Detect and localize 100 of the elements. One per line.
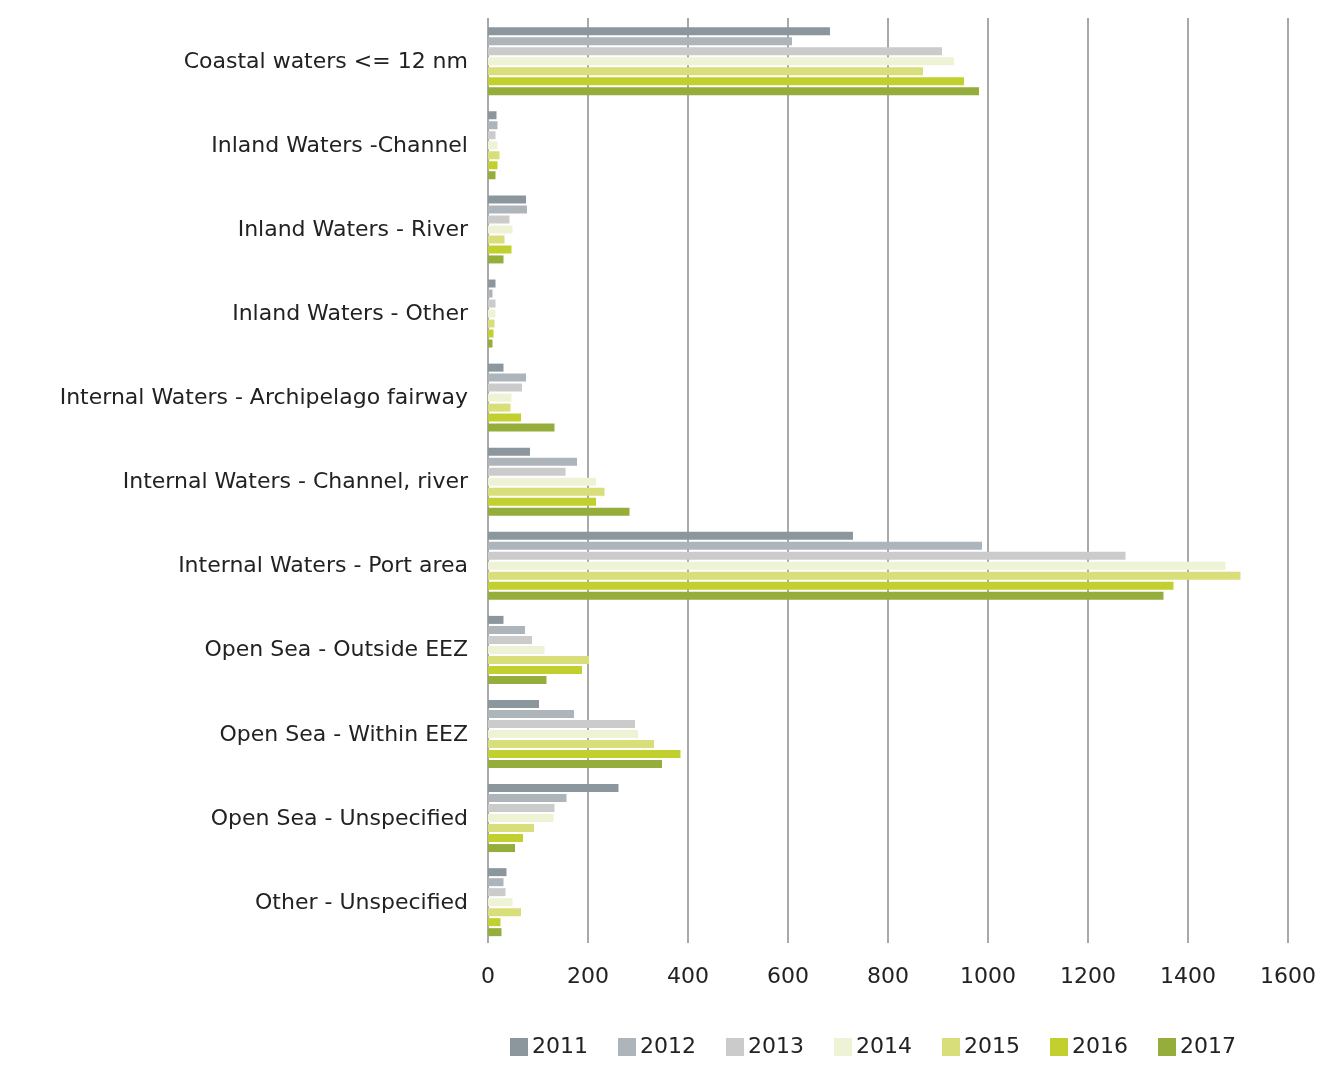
y-tick-label: Open Sea - Within EEZ <box>219 720 468 746</box>
x-tick-label: 200 <box>567 962 609 988</box>
bar <box>488 551 1126 560</box>
bar <box>488 531 853 540</box>
legend-label: 2012 <box>640 1033 696 1058</box>
bar <box>488 834 523 843</box>
bar <box>488 319 495 328</box>
x-tick-label: 0 <box>481 962 495 988</box>
legend-label: 2017 <box>1180 1033 1236 1058</box>
x-tick-label: 600 <box>767 962 809 988</box>
bar <box>488 804 555 813</box>
bar <box>488 161 498 170</box>
x-tick-label: 1200 <box>1060 962 1116 988</box>
bar <box>488 215 510 224</box>
bar <box>488 299 496 308</box>
y-tick-label: Other - Unspecified <box>255 888 468 914</box>
bar <box>488 255 504 264</box>
bar <box>488 487 605 496</box>
bar <box>488 27 830 36</box>
bar <box>488 541 982 550</box>
bar <box>488 645 545 654</box>
bar <box>488 467 566 476</box>
y-tick-label: Inland Waters - River <box>237 216 469 242</box>
bar <box>488 655 589 664</box>
bar <box>488 279 496 288</box>
bar <box>488 497 596 506</box>
y-tick-label: Inland Waters - Other <box>232 300 469 326</box>
bar <box>488 205 527 214</box>
bar <box>488 898 513 907</box>
bar <box>488 784 619 793</box>
bar <box>488 57 954 66</box>
bar <box>488 591 1164 600</box>
legend-label: 2013 <box>748 1033 804 1058</box>
legend-label: 2015 <box>964 1033 1020 1058</box>
bar <box>488 67 923 76</box>
bar <box>488 749 681 758</box>
y-tick-label: Open Sea - Unspecified <box>210 804 468 830</box>
bar <box>488 878 504 887</box>
x-tick-label: 1600 <box>1260 962 1316 988</box>
y-tick-label: Inland Waters -Channel <box>211 131 468 157</box>
x-tick-label: 400 <box>667 962 709 988</box>
y-tick-label: Open Sea - Outside EEZ <box>204 636 468 662</box>
bar <box>488 403 511 412</box>
bar <box>488 87 979 96</box>
bar <box>488 571 1241 580</box>
bar <box>488 729 638 738</box>
bar <box>488 635 532 644</box>
bar <box>488 457 577 466</box>
legend-label: 2011 <box>532 1033 588 1058</box>
bar <box>488 928 502 937</box>
bar <box>488 171 496 180</box>
legend-label: 2016 <box>1072 1033 1128 1058</box>
bar <box>488 794 567 803</box>
bar <box>488 665 582 674</box>
bar <box>488 151 500 160</box>
bar <box>488 289 493 298</box>
bar <box>488 561 1226 570</box>
bar <box>488 507 630 516</box>
bar <box>488 235 505 244</box>
bar <box>488 868 507 877</box>
bar <box>488 195 526 204</box>
bar <box>488 141 498 150</box>
bar <box>488 225 513 234</box>
bar <box>488 719 635 728</box>
bar <box>488 131 496 140</box>
bar <box>488 615 504 624</box>
x-tick-label: 1400 <box>1160 962 1216 988</box>
bar <box>488 339 493 348</box>
bar <box>488 447 530 456</box>
bar <box>488 908 521 917</box>
bar <box>488 814 554 823</box>
bar <box>488 918 501 927</box>
bar <box>488 383 522 392</box>
bar <box>488 329 494 338</box>
bar <box>488 111 497 120</box>
bar <box>488 625 525 634</box>
y-tick-label: Coastal waters <= 12 nm <box>183 47 468 73</box>
bar <box>488 477 596 486</box>
bar <box>488 699 539 708</box>
bar <box>488 37 792 46</box>
bar <box>488 739 654 748</box>
y-tick-label: Internal Waters - Channel, river <box>122 468 469 494</box>
x-tick-label: 1000 <box>960 962 1016 988</box>
bar <box>488 759 662 768</box>
bar <box>488 423 555 432</box>
bar <box>488 581 1174 590</box>
bar <box>488 675 547 684</box>
x-tick-label: 800 <box>867 962 909 988</box>
bar <box>488 373 526 382</box>
bar <box>488 47 942 56</box>
bar <box>488 888 506 897</box>
bar <box>488 709 574 718</box>
bar <box>488 77 964 86</box>
bar <box>488 121 498 130</box>
y-tick-label: Internal Waters - Port area <box>178 552 468 578</box>
bar <box>488 309 496 318</box>
bar <box>488 393 512 402</box>
bar <box>488 844 515 853</box>
bar <box>488 363 504 372</box>
y-tick-label: Internal Waters - Archipelago fairway <box>59 384 468 410</box>
